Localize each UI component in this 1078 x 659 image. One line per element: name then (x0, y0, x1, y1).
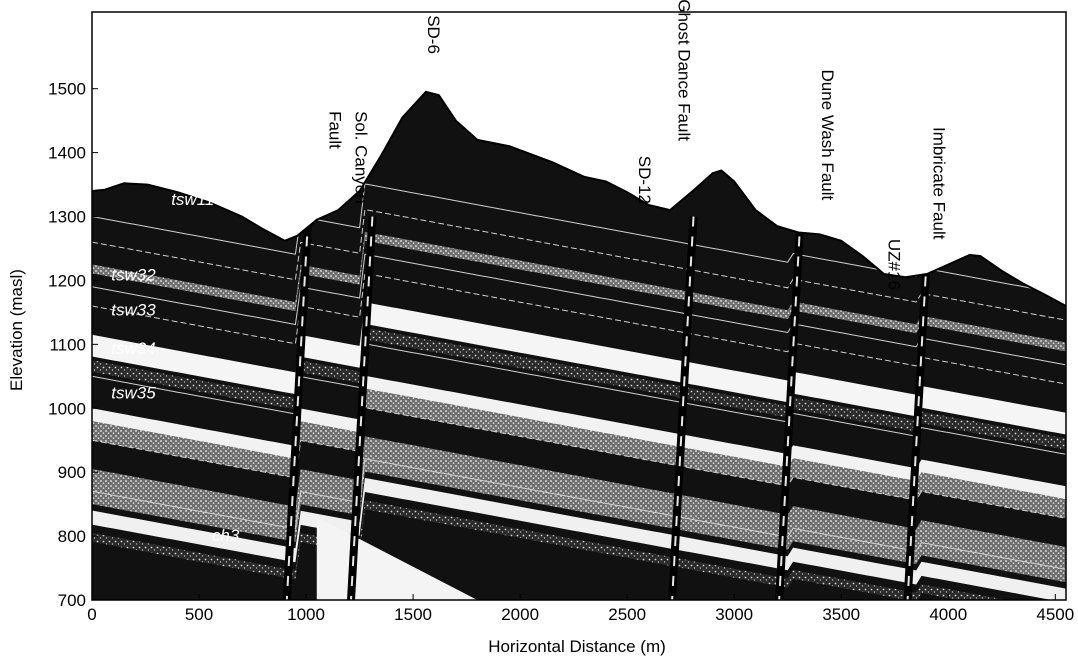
unit-label: tsw11 (171, 190, 214, 209)
fault-label: Ghost Dance Fault (675, 0, 694, 141)
x-tick-label: 500 (185, 605, 213, 624)
fault-label: Dune Wash Fault (818, 70, 837, 201)
fault-label: Imbricate Fault (929, 127, 948, 240)
fault-label: SD-6 (424, 15, 443, 54)
x-tick-label: 4000 (929, 605, 967, 624)
y-axis-title: Elevation (masl) (7, 269, 26, 391)
unit-label: ch3 (212, 526, 240, 545)
layer-speckled-2 (92, 436, 1066, 583)
y-tick-label: 700 (58, 591, 86, 610)
fault-label: Fault (326, 111, 345, 149)
stratum-contact-line (92, 343, 1066, 455)
y-tick-label: 1000 (48, 399, 86, 418)
fault-line-marks (285, 216, 310, 601)
fault-line-marks (906, 216, 930, 601)
x-tick-label: 4500 (1036, 605, 1074, 624)
y-tick-label: 1500 (48, 80, 86, 99)
y-tick-label: 1100 (49, 335, 86, 354)
fault-label: Sol. Canyon (351, 111, 370, 204)
y-axis-ticks: 700 800 900 1000 1100 1200 1300 1400 1500 (48, 80, 98, 610)
fault-line-marks (671, 216, 695, 601)
unit-label: tsw32 (111, 265, 156, 284)
lower-white-wedge (316, 516, 478, 600)
stratigraphic-unit-labels: tsw11 tsw32 tsw33 tsw34 tsw35 ch3 (111, 190, 240, 545)
fault-label: UZ#16 (884, 239, 903, 290)
fault-line-marks (778, 216, 802, 601)
stratum-contact-line (92, 272, 1066, 385)
y-tick-label: 1300 (48, 208, 86, 227)
stratum-contact-line (92, 208, 1066, 321)
unit-label: tsw34 (111, 339, 155, 358)
x-tick-label: 3500 (822, 605, 860, 624)
y-tick-label: 1400 (48, 144, 86, 163)
unit-label: tsw35 (111, 384, 156, 403)
y-tick-label: 900 (58, 463, 86, 482)
x-tick-label: 3000 (715, 605, 753, 624)
stratum-contact-line (92, 407, 1066, 519)
x-axis-ticks: 0 500 1000 1500 2000 2500 3000 3500 4000 4500 (87, 594, 1074, 624)
x-tick-label: 1500 (394, 605, 432, 624)
x-tick-label: 0 (87, 605, 96, 624)
y-tick-label: 1200 (48, 271, 86, 290)
fault-lines (282, 216, 933, 601)
unit-label: tsw33 (111, 301, 156, 320)
fault-and-borehole-labels: Sol. Canyon Fault SD-6 SD-12 Ghost Dance Fau… (326, 0, 949, 290)
x-tick-label: 2000 (501, 605, 539, 624)
plot-border (91, 11, 1067, 601)
x-tick-label: 2500 (608, 605, 646, 624)
fault-line-marks (350, 216, 374, 601)
x-tick-label: 1000 (287, 605, 325, 624)
fault-label: SD-12 (635, 156, 654, 204)
ground-surface-profile (91, 90, 1067, 307)
x-axis-title: Horizontal Distance (m) (488, 637, 666, 656)
y-tick-label: 800 (58, 527, 86, 546)
stratum-contact-line (92, 458, 1066, 570)
stratum-contact-line (92, 253, 1066, 366)
